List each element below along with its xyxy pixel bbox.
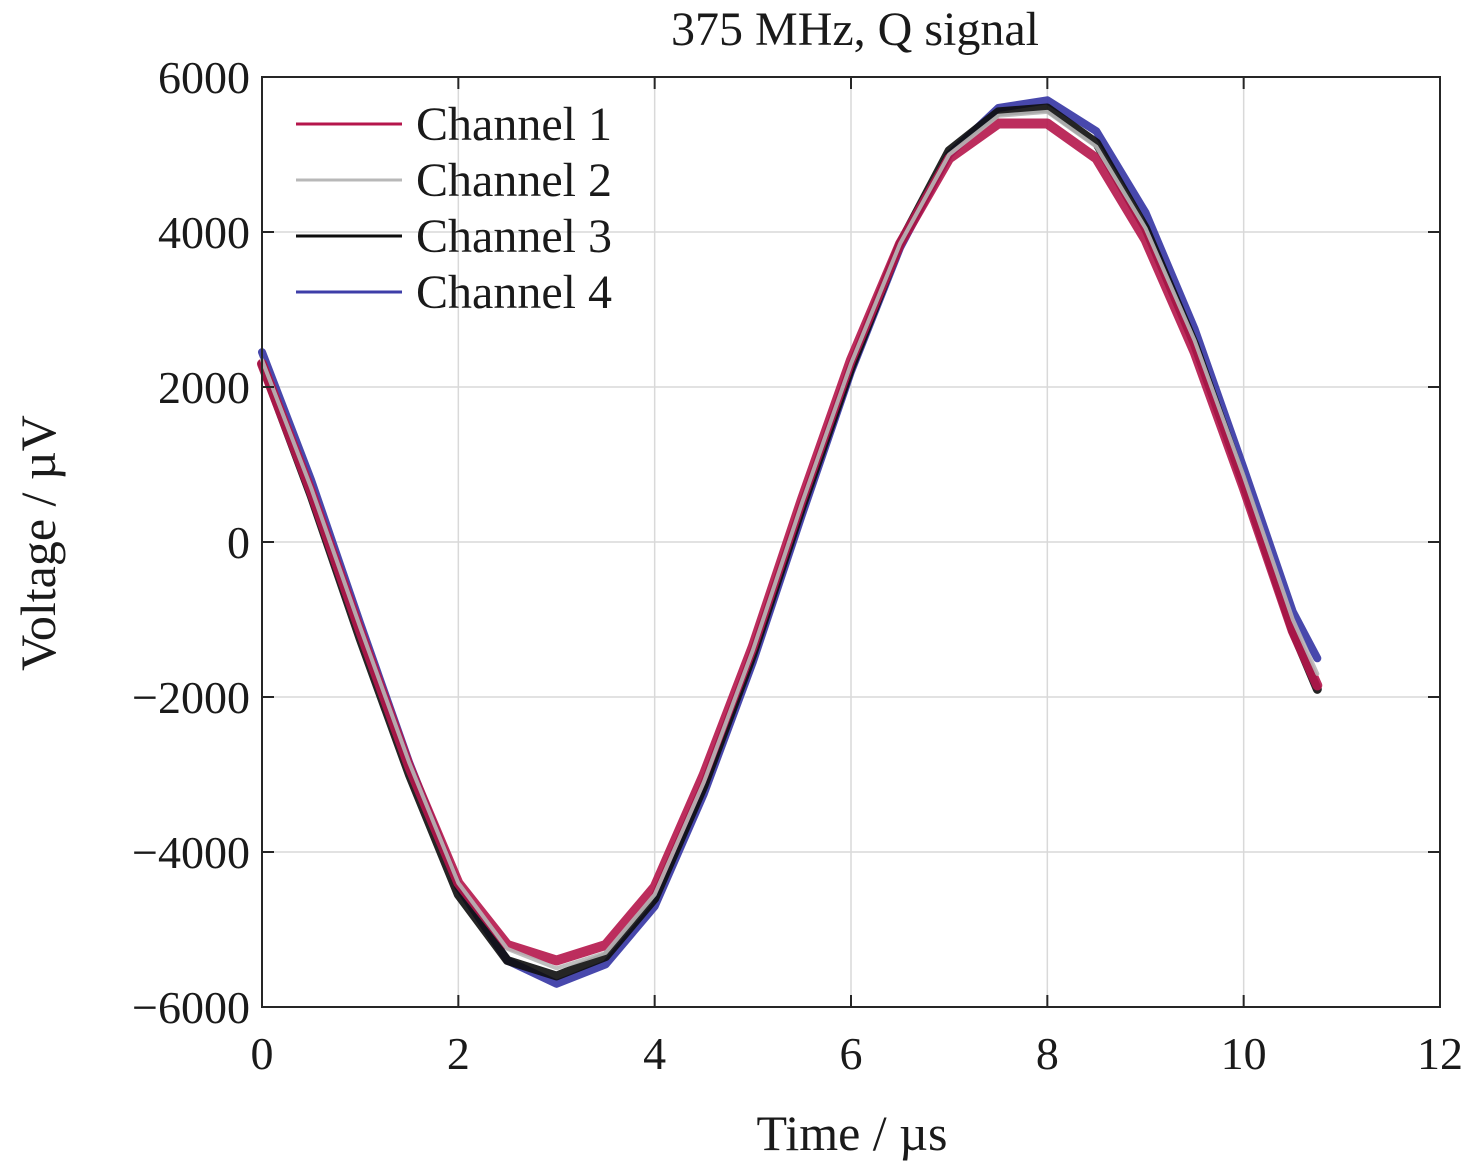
x-tick-labels: 0 2 4 6 8 10 12 (251, 1028, 1464, 1079)
legend-label-channel-4: Channel 4 (416, 266, 612, 319)
y-tick-label: −2000 (132, 672, 250, 723)
y-tick-label: −6000 (132, 982, 250, 1033)
x-tick-label: 12 (1417, 1028, 1463, 1079)
chart-title: 375 MHz, Q signal (671, 3, 1039, 56)
x-tick-label: 2 (447, 1028, 470, 1079)
x-axis-label: Time / µs (757, 1105, 948, 1161)
x-tick-label: 10 (1221, 1028, 1267, 1079)
y-tick-label: 6000 (158, 52, 250, 103)
y-tick-labels: −6000 −4000 −2000 0 2000 4000 6000 (132, 52, 250, 1033)
y-tick-label: 0 (227, 517, 250, 568)
plot-lines (257, 96, 1323, 988)
x-tick-label: 8 (1036, 1028, 1059, 1079)
y-tick-label: 4000 (158, 207, 250, 258)
x-tick-label: 6 (840, 1028, 863, 1079)
x-tick-label: 4 (643, 1028, 666, 1079)
grid-lines (262, 77, 1440, 1007)
legend-label-channel-3: Channel 3 (416, 210, 612, 263)
legend-label-channel-2: Channel 2 (416, 154, 612, 207)
y-tick-label: −4000 (132, 827, 250, 878)
tick-marks (261, 76, 1441, 1008)
y-axis-label: Voltage / µV (10, 415, 66, 671)
series-line-channel-2 (260, 109, 1320, 971)
y-tick-label: 2000 (158, 362, 250, 413)
legend-label-channel-1: Channel 1 (416, 98, 612, 151)
x-tick-label: 0 (251, 1028, 274, 1079)
